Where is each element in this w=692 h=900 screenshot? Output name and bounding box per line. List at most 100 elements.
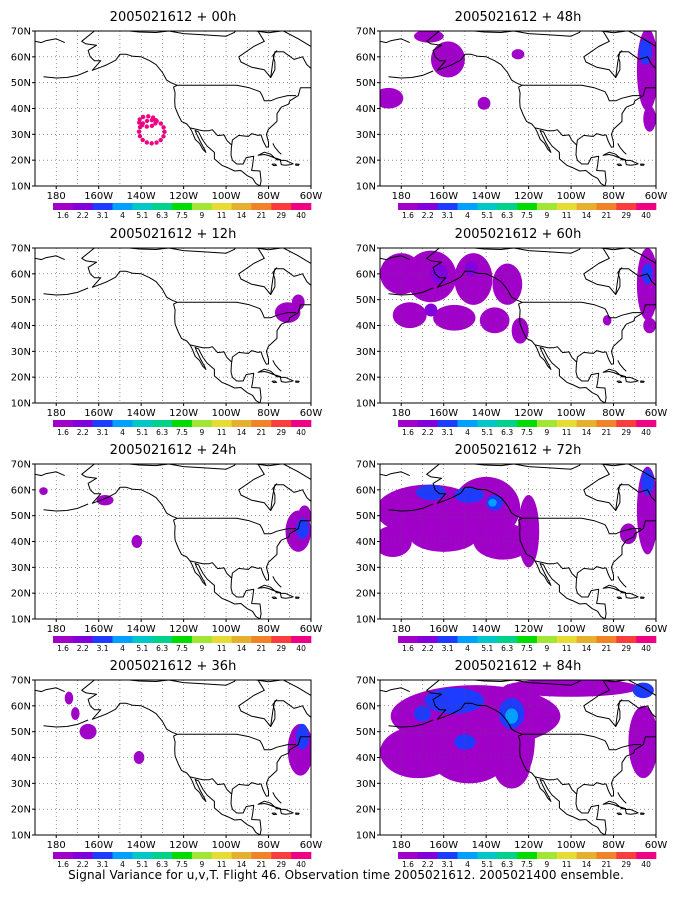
- colorbar-swatch: [132, 420, 153, 427]
- colorbar-label: 1.6: [57, 644, 69, 653]
- y-tick-label: 10N: [11, 615, 31, 626]
- colorbar-swatch: [92, 420, 113, 427]
- colorbar-swatch: [172, 636, 193, 643]
- colorbar-swatch: [53, 636, 74, 643]
- signal-dot: [144, 118, 150, 124]
- x-tick-label: 180: [392, 191, 411, 202]
- colorbar-swatch: [172, 203, 193, 210]
- coastline: [279, 376, 294, 383]
- map-panel: 2005021612 + 60h 10N 20N 30N 40N 50N 60N 70N 180…: [356, 227, 668, 437]
- coastline: [562, 680, 627, 683]
- colorbar-label: 4: [465, 860, 470, 869]
- colorbar-swatch: [576, 420, 597, 427]
- panel-title: 2005021612 + 00h: [110, 10, 237, 25]
- variance-region: [641, 469, 654, 496]
- coastline: [617, 792, 627, 804]
- coastline: [279, 159, 294, 166]
- colorbar-swatch: [556, 852, 577, 859]
- colorbar-label: 4: [120, 860, 125, 869]
- signal-dot: [161, 125, 166, 130]
- colorbar-label: 14: [237, 428, 247, 437]
- colorbar-swatch: [417, 203, 438, 210]
- coastline: [177, 301, 297, 319]
- panel-title: 2005021612 + 12h: [110, 227, 237, 242]
- coastline: [35, 255, 65, 261]
- colorbar-swatch: [596, 420, 617, 427]
- colorbar-swatch: [271, 203, 292, 210]
- coastline: [640, 596, 645, 599]
- colorbar-label: 2.2: [77, 428, 89, 437]
- x-tick-label: 120W: [169, 191, 198, 202]
- signal-dot: [140, 137, 145, 143]
- coastline: [628, 248, 656, 264]
- coastline: [617, 143, 627, 155]
- y-tick-label: 40N: [11, 753, 31, 764]
- y-tick-label: 20N: [11, 589, 31, 600]
- colorbar-label: 7.5: [521, 211, 533, 220]
- colorbar-label: 7.5: [176, 428, 188, 437]
- colorbar-label: 40: [296, 211, 306, 220]
- y-tick-label: 10N: [11, 399, 31, 410]
- y-tick-label: 40N: [356, 537, 376, 548]
- signal-dot: [158, 137, 163, 143]
- coastline: [257, 151, 282, 161]
- colorbar-swatch: [72, 852, 93, 859]
- colorbar-label: 29: [276, 211, 286, 220]
- signal-dot: [158, 121, 164, 126]
- colorbar-label: 29: [276, 428, 286, 437]
- colorbar-swatch: [497, 420, 518, 427]
- x-tick-label: 60W: [300, 191, 323, 202]
- signal-dot: [137, 117, 142, 122]
- colorbar-swatch: [517, 852, 538, 859]
- y-tick-label: 30N: [11, 130, 31, 141]
- colorbar-swatch: [497, 852, 518, 859]
- colorbar-label: 1.6: [402, 428, 414, 437]
- variance-region: [430, 41, 465, 78]
- colorbar-label: 4: [120, 211, 125, 220]
- colorbar-label: 11: [217, 644, 227, 653]
- y-tick-label: 20N: [356, 805, 376, 816]
- coastline: [283, 464, 311, 480]
- x-tick-label: 100W: [212, 840, 241, 851]
- colorbar-swatch: [616, 420, 637, 427]
- y-tick-label: 70N: [11, 244, 31, 255]
- x-tick-label: 60W: [300, 840, 323, 851]
- colorbar-label: 29: [621, 860, 631, 869]
- y-tick-label: 40N: [11, 321, 31, 332]
- colorbar-label: 11: [562, 428, 572, 437]
- variance-region: [433, 304, 476, 331]
- colorbar-swatch: [636, 852, 657, 859]
- colorbar-swatch: [556, 420, 577, 427]
- coastline: [616, 596, 623, 600]
- coastline: [640, 163, 645, 166]
- colorbar-label: 2.2: [422, 644, 434, 653]
- colorbar-swatch: [636, 636, 657, 643]
- colorbar-swatch: [132, 203, 153, 210]
- coastline: [534, 776, 577, 795]
- colorbar-swatch: [251, 420, 272, 427]
- coastline: [272, 792, 282, 804]
- coastline: [617, 360, 627, 372]
- panel-frame: [34, 463, 312, 620]
- colorbar-swatch: [112, 420, 133, 427]
- coastline: [624, 376, 639, 383]
- colorbar-swatch: [437, 203, 458, 210]
- y-tick-label: 20N: [11, 373, 31, 384]
- coastline: [388, 719, 434, 728]
- x-tick-label: 140W: [472, 624, 501, 635]
- colorbar-label: 6.3: [501, 211, 513, 220]
- colorbar-label: 7.5: [176, 644, 188, 653]
- signal-dot: [154, 140, 159, 145]
- colorbar-label: 1.6: [402, 860, 414, 869]
- coastline: [43, 70, 89, 79]
- coastline: [426, 464, 656, 619]
- panel-title: 2005021612 + 36h: [110, 659, 237, 674]
- colorbar-swatch: [72, 420, 93, 427]
- colorbar-label: 2.2: [77, 644, 89, 653]
- colorbar-label: 11: [562, 860, 572, 869]
- colorbar-swatch: [437, 852, 458, 859]
- colorbar-swatch: [231, 203, 252, 210]
- colorbar-label: 1.6: [402, 644, 414, 653]
- colorbar-label: 40: [296, 644, 306, 653]
